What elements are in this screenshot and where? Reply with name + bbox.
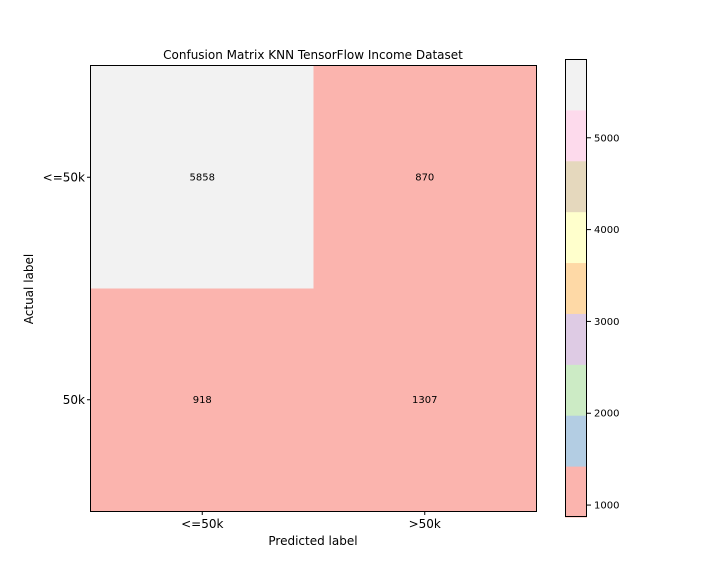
colorbar-tick-label: 5000 — [594, 133, 619, 144]
cell-value-label: 918 — [193, 395, 212, 406]
cell-value-label: 1307 — [412, 395, 437, 406]
colorbar-bin — [565, 262, 587, 314]
colorbar-bin — [565, 109, 587, 162]
heatmap-cell — [313, 66, 536, 289]
heatmap-cell — [91, 66, 314, 289]
x-axis-label: Predicted label — [268, 534, 357, 548]
cell-value-label: 5858 — [190, 172, 215, 183]
colorbar-tick-label: 3000 — [594, 317, 619, 328]
x-ticks: <=50k >50k — [181, 511, 441, 531]
colorbar-bin — [565, 364, 587, 416]
y-tick-label: 50k — [63, 393, 85, 407]
colorbar-bin — [565, 160, 587, 213]
colorbar-tick-label: 2000 — [594, 409, 619, 420]
colorbar-bin — [565, 415, 587, 467]
y-ticks: <=50k 50k — [43, 170, 91, 407]
colorbar-frame — [565, 59, 587, 517]
plot-frame — [90, 65, 537, 512]
colorbar-bin — [565, 211, 587, 264]
colorbar-tick-label: 4000 — [594, 225, 619, 236]
colorbar-bin — [565, 466, 587, 518]
x-tick-label: >50k — [409, 517, 441, 531]
heatmap-cell — [313, 288, 536, 511]
chart-title: Confusion Matrix KNN TensorFlow Income D… — [163, 48, 463, 62]
colorbar-bin — [565, 313, 587, 365]
heatmap-cells: 5858 870 918 1307 — [91, 66, 536, 511]
heatmap-cell — [91, 288, 314, 511]
colorbar: 1000 2000 3000 4000 5000 — [565, 59, 619, 518]
x-tick-label: <=50k — [181, 517, 223, 531]
cell-value-label: 870 — [415, 172, 434, 183]
y-tick-label: <=50k — [43, 170, 85, 184]
colorbar-bin — [565, 59, 587, 111]
y-axis-label: Actual label — [22, 254, 36, 324]
colorbar-tick-label: 1000 — [594, 501, 619, 512]
